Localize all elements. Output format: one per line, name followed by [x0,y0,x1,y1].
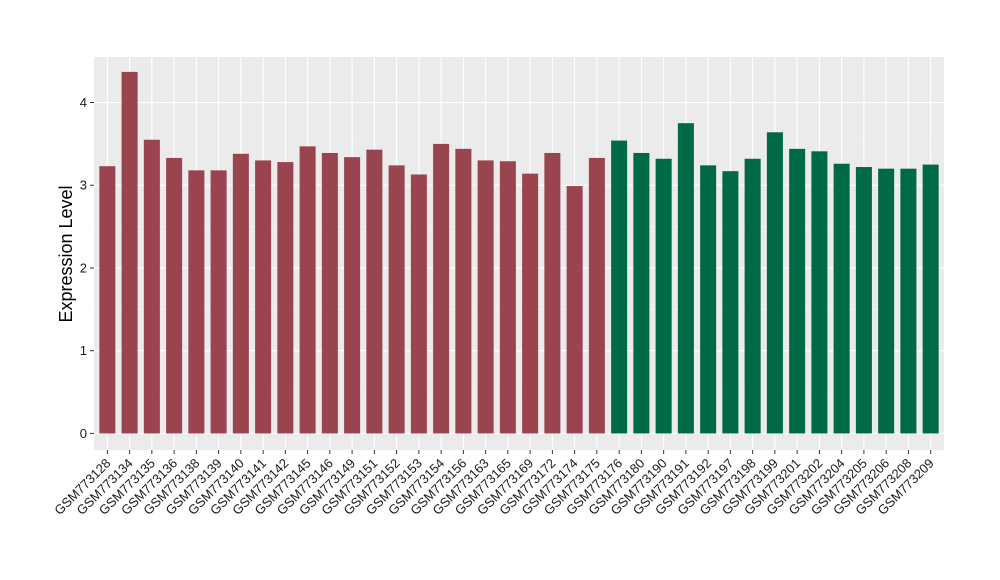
y-tick-label: 2 [80,260,87,275]
y-tick-label: 4 [80,95,87,110]
bars [99,71,939,434]
bar-GSM773172 [544,152,561,434]
bar-GSM773190 [655,158,672,434]
bar-GSM773201 [789,148,806,434]
bar-GSM773175 [588,157,605,434]
bar-GSM773165 [499,161,516,434]
y-axis-title: Expression Level [56,185,76,322]
y-tick-label: 1 [80,343,87,358]
bar-GSM773174 [566,186,583,434]
bar-GSM773180 [633,152,650,434]
bar-GSM773202 [811,151,828,434]
bar-GSM773205 [855,167,872,434]
x-axis: GSM773128GSM773134GSM773135GSM773136GSM7… [51,450,937,518]
bar-GSM773156 [455,148,472,434]
bar-GSM773191 [677,123,694,434]
y-tick-label: 0 [80,426,87,441]
bar-GSM773176 [611,140,628,434]
bar-GSM773141 [255,160,272,434]
bar-GSM773151 [366,149,383,434]
bar-GSM773128 [99,166,116,434]
bar-GSM773198 [744,158,761,434]
bar-GSM773209 [922,164,939,434]
y-tick-label: 3 [80,178,87,193]
bar-GSM773140 [232,153,249,434]
bar-GSM773146 [321,152,338,434]
bar-GSM773199 [766,132,783,434]
bar-GSM773163 [477,160,494,434]
bar-GSM773204 [833,163,850,434]
bar-GSM773136 [166,157,183,434]
bar-GSM773169 [522,173,539,434]
bar-GSM773139 [210,170,227,434]
bar-GSM773134 [121,71,138,434]
bar-GSM773152 [388,165,405,434]
bar-GSM773197 [722,171,739,434]
bar-GSM773206 [878,168,895,434]
bar-GSM773135 [143,139,160,434]
y-axis: 0 1 2 3 4 [80,95,94,441]
bar-GSM773192 [700,165,717,434]
bar-GSM773138 [188,170,205,434]
bar-GSM773154 [433,143,450,434]
bar-GSM773142 [277,162,294,434]
bar-GSM773208 [900,168,917,434]
bar-GSM773149 [344,157,361,434]
bar-GSM773153 [410,174,427,434]
bar-GSM773145 [299,146,316,434]
